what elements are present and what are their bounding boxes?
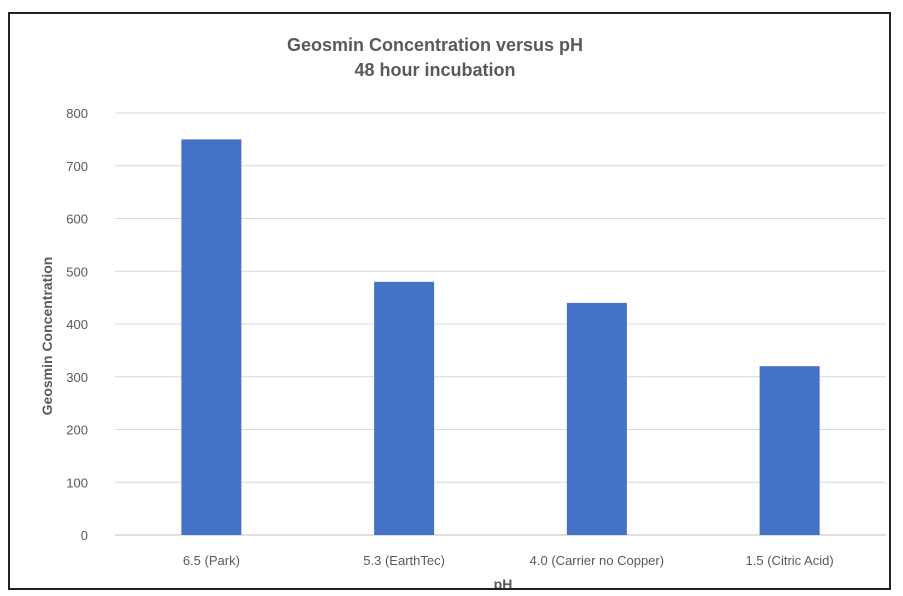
chart-title: Geosmin Concentration versus pH bbox=[287, 35, 583, 55]
y-tick-label: 700 bbox=[66, 159, 88, 174]
bars bbox=[181, 139, 820, 535]
y-tick-label: 0 bbox=[81, 528, 88, 543]
y-tick-label: 100 bbox=[66, 475, 88, 490]
y-tick-label: 300 bbox=[66, 370, 88, 385]
bar bbox=[374, 281, 435, 535]
y-tick-label: 500 bbox=[66, 264, 88, 279]
bar bbox=[181, 139, 242, 535]
bar bbox=[566, 302, 627, 535]
bar-chart: Geosmin Concentration versus pH 48 hour … bbox=[39, 35, 886, 588]
y-axis-title: Geosmin Concentration bbox=[39, 257, 55, 416]
chart-subtitle: 48 hour incubation bbox=[354, 60, 515, 80]
x-axis-ticks: 6.5 (Park) 5.3 (EarthTec) 4.0 (Carrier no … bbox=[183, 553, 834, 568]
x-axis-title: pH bbox=[494, 576, 513, 588]
y-tick-label: 600 bbox=[66, 212, 88, 227]
chart-frame: Geosmin Concentration versus pH 48 hour … bbox=[8, 12, 891, 590]
y-tick-label: 200 bbox=[66, 423, 88, 438]
y-tick-label: 400 bbox=[66, 317, 88, 332]
x-tick-label: 4.0 (Carrier no Copper) bbox=[530, 553, 664, 568]
x-tick-label: 5.3 (EarthTec) bbox=[363, 553, 445, 568]
x-tick-label: 6.5 (Park) bbox=[183, 553, 240, 568]
gridlines bbox=[115, 112, 886, 536]
bar bbox=[759, 366, 820, 535]
y-tick-label: 800 bbox=[66, 106, 88, 121]
y-axis-ticks: 0 100 200 300 400 500 600 700 800 bbox=[66, 106, 88, 543]
x-tick-label: 1.5 (Citric Acid) bbox=[746, 553, 834, 568]
